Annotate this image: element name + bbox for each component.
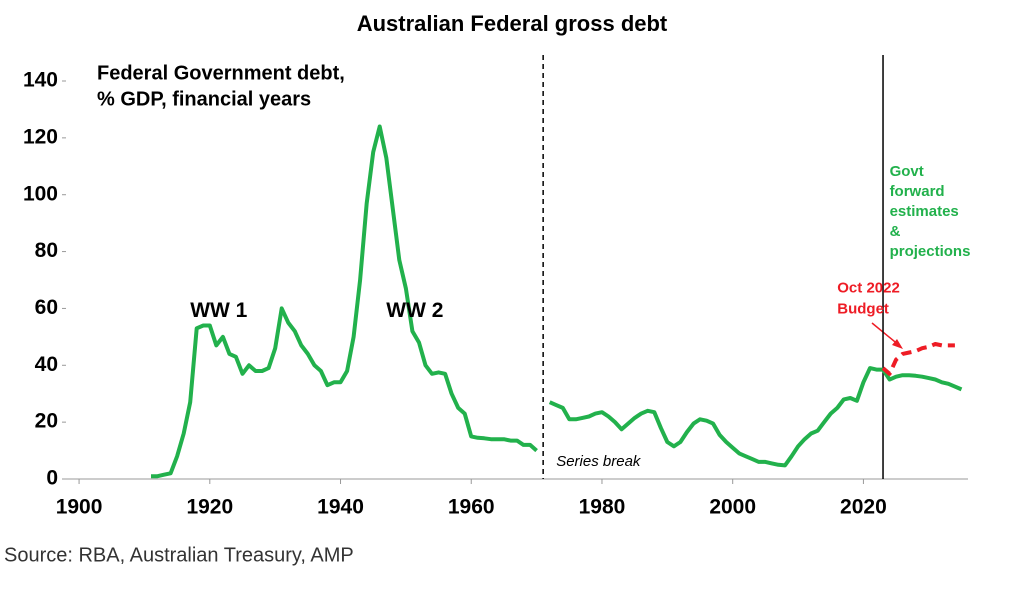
annotation: Govt (890, 163, 924, 180)
y-tick-label: 60 (35, 296, 58, 319)
series-line (881, 342, 955, 376)
series-line (548, 366, 883, 468)
series-line (881, 368, 963, 392)
annotation: Series break (556, 453, 642, 470)
y-tick-label: 120 (23, 125, 58, 148)
subtitle: % GDP, financial years (97, 88, 311, 110)
annotation: WW 2 (386, 299, 443, 322)
x-tick-label: 1940 (317, 496, 364, 519)
x-tick-label: 1960 (448, 496, 495, 519)
annotation: forward (890, 183, 945, 200)
annotation: projections (890, 243, 971, 260)
x-tick-label: 1980 (579, 496, 626, 519)
chart-title: Australian Federal gross debt (357, 11, 668, 36)
x-tick-label: 2000 (709, 496, 756, 519)
y-tick-label: 100 (23, 182, 58, 205)
y-tick-label: 0 (46, 467, 58, 490)
annotation: estimates (890, 203, 959, 220)
x-tick-label: 2020 (840, 496, 887, 519)
series-line (151, 124, 538, 479)
annotation: WW 1 (190, 299, 247, 322)
annotation: & (890, 223, 901, 240)
arrow-head (892, 339, 903, 349)
x-tick-label: 1920 (186, 496, 233, 519)
subtitle: Federal Government debt, (97, 62, 345, 84)
y-tick-label: 20 (35, 410, 58, 433)
x-tick-label: 1900 (56, 496, 103, 519)
y-tick-label: 140 (23, 69, 58, 92)
annotation: Oct 2022 (837, 279, 900, 296)
y-tick-label: 80 (35, 239, 58, 262)
annotation: Budget (837, 300, 889, 317)
source: Source: RBA, Australian Treasury, AMP (4, 544, 354, 566)
y-tick-label: 40 (35, 353, 58, 376)
